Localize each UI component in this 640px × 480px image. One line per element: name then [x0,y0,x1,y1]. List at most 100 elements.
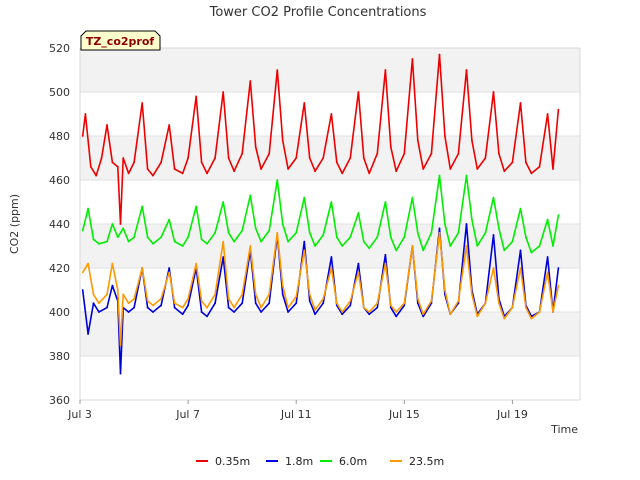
legend-item-23.5m[interactable]: 23.5m [390,455,444,468]
data-point-6.0m [173,240,176,243]
data-point-6.0m [389,236,392,239]
data-point-0.35m [341,172,344,175]
data-point-23.5m [492,267,495,269]
data-point-6.0m [484,231,487,234]
legend-item-6.0m[interactable]: 6.0m [320,455,367,468]
data-point-0.35m [498,152,500,155]
data-point-6.0m [122,227,125,230]
data-point-6.0m [492,196,495,199]
data-point-0.35m [416,139,419,142]
data-point-1.8m [206,315,208,318]
data-point-0.35m [525,161,527,164]
data-point-0.35m [403,152,406,155]
data-point-0.35m [471,139,473,142]
data-point-0.35m [368,172,371,175]
data-point-0.35m [376,152,379,155]
data-point-1.8m [168,267,171,269]
data-point-0.35m [314,170,316,173]
legend-label: 6.0m [339,455,367,468]
data-point-0.35m [241,152,244,155]
data-point-0.35m [106,124,108,126]
data-point-6.0m [227,231,230,234]
data-point-6.0m [357,212,360,214]
data-point-23.5m [227,297,230,300]
data-point-23.5m [160,297,163,300]
data-point-1.8m [422,315,425,318]
data-point-6.0m [530,251,533,254]
data-point-0.35m [546,113,549,115]
data-point-6.0m [341,245,344,247]
data-point-23.5m [303,249,306,252]
data-point-1.8m [403,304,406,307]
data-point-6.0m [498,227,500,230]
data-point-0.35m [81,135,84,137]
data-point-0.35m [287,168,289,170]
data-point-0.35m [141,102,144,104]
data-point-6.0m [503,249,506,252]
data-point-0.35m [233,170,236,173]
data-point-0.35m [357,91,360,93]
data-point-0.35m [349,157,352,159]
data-point-6.0m [525,236,527,239]
data-point-1.8m [173,306,176,309]
data-point-0.35m [492,91,495,93]
legend-label: 0.35m [215,455,250,468]
plot-bands [80,48,580,356]
data-point-23.5m [322,297,325,300]
data-point-0.35m [249,80,252,82]
data-point-23.5m [127,302,130,305]
data-point-6.0m [254,227,257,230]
data-point-0.35m [276,69,279,71]
data-point-23.5m [206,306,208,309]
data-point-23.5m [416,297,419,300]
data-point-0.35m [122,157,125,159]
data-point-6.0m [546,218,549,221]
data-point-1.8m [281,293,284,296]
data-point-1.8m [152,311,154,313]
data-point-0.35m [168,124,171,126]
data-point-23.5m [389,304,392,307]
data-point-0.35m [503,170,506,173]
data-point-0.35m [187,157,190,159]
data-point-0.35m [457,152,460,155]
data-point-6.0m [268,229,271,232]
x-tick-label: Jul 15 [388,408,420,421]
data-point-23.5m [422,313,425,316]
data-point-23.5m [260,306,262,309]
data-point-23.5m [268,293,271,296]
y-axis-label: CO2 (ppm) [8,194,21,254]
data-point-1.8m [295,302,298,305]
data-point-6.0m [457,231,460,234]
data-point-6.0m [249,194,252,197]
data-point-6.0m [160,236,163,239]
data-point-0.35m [511,161,514,164]
data-point-6.0m [303,196,306,199]
data-point-23.5m [557,284,560,287]
data-point-0.35m [268,152,271,155]
data-point-6.0m [314,245,316,247]
series-layer [81,53,560,375]
data-point-23.5m [233,306,236,309]
legend: 0.35m 1.8m 6.0m 23.5m [196,455,444,468]
data-point-23.5m [465,245,468,247]
y-tick-label: 420 [49,262,70,275]
data-point-1.8m [322,302,325,305]
data-point-0.35m [430,152,433,155]
legend-item-0.35m[interactable]: 0.35m [196,455,250,468]
data-point-0.35m [330,113,333,115]
data-point-1.8m [303,240,306,243]
data-point-6.0m [471,218,473,221]
data-point-23.5m [357,271,360,274]
data-point-23.5m [330,267,333,269]
data-point-0.35m [133,161,136,164]
data-point-23.5m [471,293,473,296]
data-point-6.0m [92,238,95,241]
data-point-23.5m [276,231,279,234]
legend-item-1.8m[interactable]: 1.8m [266,455,313,468]
data-point-23.5m [444,289,446,291]
data-point-6.0m [222,201,225,203]
data-point-6.0m [416,231,419,234]
data-point-1.8m [181,313,184,316]
data-point-1.8m [127,311,130,313]
